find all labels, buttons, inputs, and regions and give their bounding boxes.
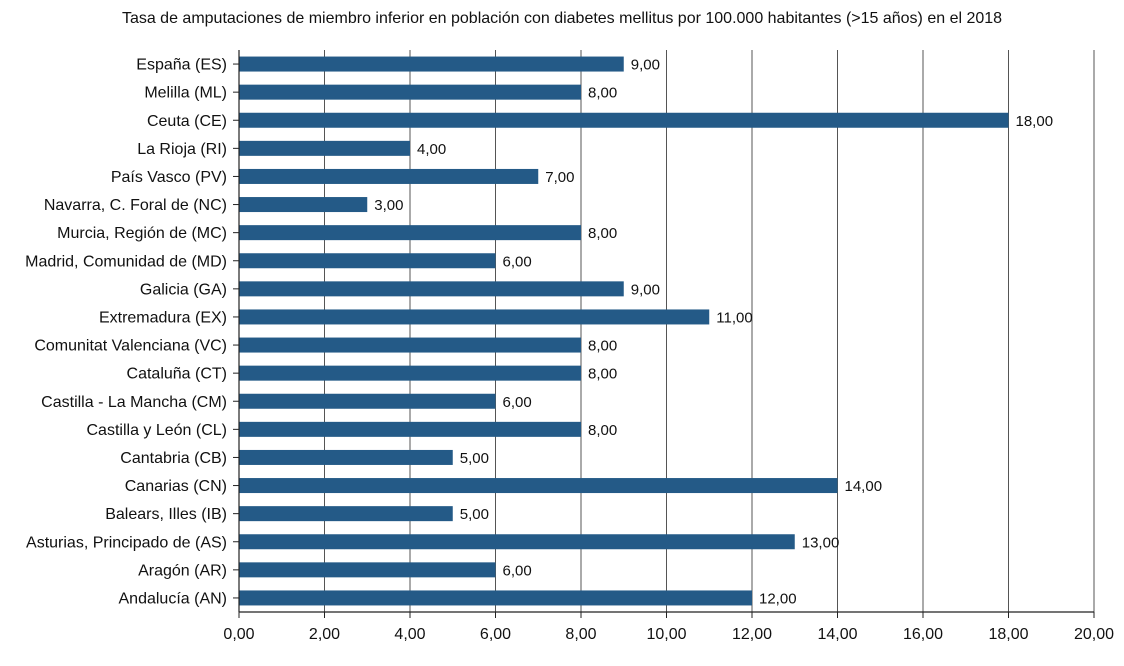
x-tick-label: 18,00: [988, 626, 1028, 643]
category-label: Ceuta (CE): [147, 113, 227, 130]
bar: [239, 253, 496, 269]
category-label: Galicia (GA): [140, 281, 227, 298]
value-label: 8,00: [588, 225, 617, 242]
value-label: 6,00: [503, 394, 532, 411]
category-label: Cataluña (CT): [127, 366, 227, 383]
value-label: 13,00: [802, 534, 840, 551]
bar: [239, 225, 581, 241]
x-tick-label: 0,00: [223, 626, 254, 643]
bar: [239, 393, 496, 409]
value-label: 7,00: [545, 169, 574, 186]
value-label: 12,00: [759, 590, 797, 607]
category-label: Castilla - La Mancha (CM): [41, 394, 227, 411]
x-tick-label: 20,00: [1074, 626, 1114, 643]
bar: [239, 281, 624, 297]
value-label: 9,00: [631, 57, 660, 74]
category-label: Melilla (ML): [144, 85, 227, 102]
value-label: 6,00: [503, 253, 532, 270]
category-label: Asturias, Principado de (AS): [26, 534, 227, 551]
chart-title: Tasa de amputaciones de miembro inferior…: [121, 10, 1003, 27]
bar: [239, 56, 624, 72]
category-label: Madrid, Comunidad de (MD): [25, 253, 227, 270]
value-label: 4,00: [417, 141, 446, 158]
value-label: 3,00: [374, 197, 403, 214]
value-label: 18,00: [1016, 113, 1054, 130]
category-label: La Rioja (RI): [137, 141, 227, 158]
bar: [239, 197, 368, 213]
bar: [239, 534, 795, 550]
category-label: Extremadura (EX): [99, 309, 227, 326]
category-label: Comunitat Valenciana (VC): [34, 338, 227, 355]
x-tick-label: 8,00: [565, 626, 596, 643]
x-tick-label: 4,00: [394, 626, 425, 643]
bar: [239, 337, 581, 353]
bar: [239, 112, 1009, 128]
category-label: Navarra, C. Foral de (NC): [44, 197, 227, 214]
bar: [239, 421, 581, 437]
bar: [239, 140, 410, 156]
value-label: 11,00: [716, 309, 752, 326]
x-tick-label: 2,00: [309, 626, 340, 643]
bar: [239, 562, 496, 578]
bar: [239, 84, 581, 100]
category-label: España (ES): [136, 57, 227, 74]
category-label: Castilla y León (CL): [87, 422, 228, 439]
category-label: Balears, Illes (IB): [105, 506, 227, 523]
category-label: País Vasco (PV): [111, 169, 227, 186]
value-label: 6,00: [503, 562, 532, 579]
category-label: Cantabria (CB): [120, 450, 227, 467]
value-label: 8,00: [588, 338, 617, 355]
x-tick-label: 6,00: [480, 626, 511, 643]
category-label: Murcia, Región de (MC): [57, 225, 227, 242]
value-label: 5,00: [460, 506, 489, 523]
x-tick-label: 16,00: [903, 626, 943, 643]
bar: [239, 590, 752, 606]
bar: [239, 506, 453, 522]
category-label: Aragón (AR): [138, 562, 227, 579]
value-label: 14,00: [845, 478, 883, 495]
bar: [239, 449, 453, 465]
category-label: Andalucía (AN): [119, 590, 228, 607]
value-label: 8,00: [588, 366, 617, 383]
value-label: 8,00: [588, 422, 617, 439]
bar: [239, 309, 710, 325]
x-tick-label: 12,00: [732, 626, 772, 643]
value-label: 9,00: [631, 281, 660, 298]
category-label: Canarias (CN): [125, 478, 227, 495]
bar: [239, 365, 581, 381]
bar: [239, 168, 539, 184]
value-label: 5,00: [460, 450, 489, 467]
x-tick-label: 14,00: [817, 626, 857, 643]
value-label: 8,00: [588, 85, 617, 102]
x-tick-label: 10,00: [646, 626, 686, 643]
bar: [239, 478, 838, 494]
